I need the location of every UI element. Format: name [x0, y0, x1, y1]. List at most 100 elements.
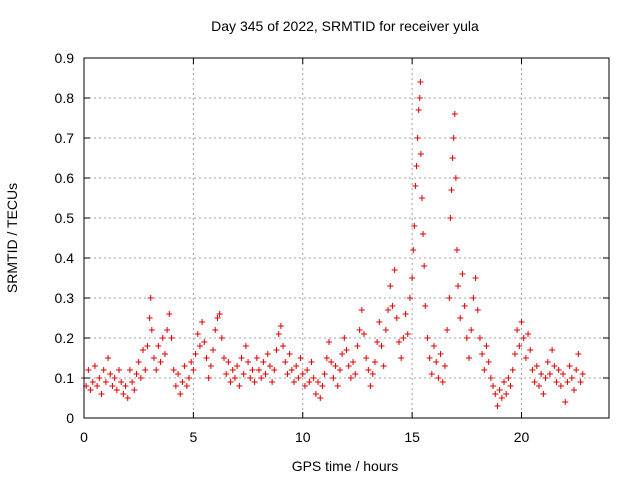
data-point	[85, 367, 92, 373]
data-point	[507, 383, 514, 389]
data-point	[451, 111, 458, 117]
data-point	[566, 363, 573, 369]
data-point	[253, 355, 260, 361]
data-point	[304, 367, 311, 373]
data-point	[516, 343, 523, 349]
data-point	[94, 383, 101, 389]
chart-title: Day 345 of 2022, SRMTID for receiver yul…	[211, 18, 479, 34]
data-point	[560, 371, 567, 377]
data-point	[367, 383, 374, 389]
data-point	[455, 283, 462, 289]
data-point	[118, 379, 125, 385]
data-point	[387, 283, 394, 289]
data-point	[564, 379, 571, 385]
data-point	[116, 367, 122, 373]
y-tick-label: 0.2	[55, 330, 75, 346]
data-point	[277, 323, 284, 329]
data-point	[476, 335, 483, 341]
data-point	[444, 327, 451, 333]
data-point	[100, 367, 107, 373]
data-point	[164, 327, 171, 333]
data-point	[234, 363, 241, 369]
data-point	[369, 371, 376, 377]
data-point	[266, 363, 273, 369]
data-point	[439, 379, 446, 385]
data-point	[221, 355, 227, 361]
data-point	[490, 383, 497, 389]
data-point	[264, 351, 271, 357]
data-point	[483, 343, 490, 349]
data-point	[557, 383, 564, 389]
data-point	[433, 359, 440, 365]
data-point	[404, 331, 411, 337]
y-tick-label: 0	[66, 410, 74, 426]
data-point	[218, 335, 225, 341]
data-point	[389, 303, 396, 309]
data-point	[140, 347, 147, 353]
data-point	[310, 375, 317, 381]
data-point	[168, 335, 175, 341]
data-point	[214, 315, 221, 321]
data-point	[437, 351, 444, 357]
data-point	[498, 395, 505, 401]
x-tick-label: 0	[80, 429, 88, 445]
data-point	[91, 363, 98, 369]
data-point	[288, 367, 295, 373]
data-point	[146, 315, 153, 321]
data-point	[151, 355, 157, 361]
x-tick-label: 15	[404, 429, 420, 445]
data-point	[450, 135, 457, 141]
data-point	[332, 363, 339, 369]
data-point	[124, 395, 131, 401]
data-point	[111, 375, 118, 381]
data-point	[210, 347, 217, 353]
data-point	[374, 339, 381, 345]
data-point	[449, 155, 456, 161]
data-point	[286, 351, 293, 357]
data-point	[393, 315, 400, 321]
data-point	[249, 367, 256, 373]
data-point	[549, 347, 556, 353]
data-point	[568, 375, 575, 381]
data-point	[492, 391, 499, 397]
data-point	[575, 351, 582, 357]
data-point	[555, 367, 562, 373]
data-point	[120, 391, 127, 397]
y-tick-label: 0.7	[55, 130, 75, 146]
data-point	[417, 79, 424, 85]
data-point	[334, 383, 341, 389]
data-point	[481, 367, 488, 373]
data-points	[81, 79, 586, 409]
data-point	[339, 351, 346, 357]
data-point	[147, 295, 154, 301]
data-point	[441, 363, 448, 369]
data-point	[312, 391, 319, 397]
data-point	[400, 335, 407, 341]
data-point	[553, 379, 560, 385]
data-point	[385, 307, 392, 313]
data-point	[89, 379, 96, 385]
data-point	[579, 371, 586, 377]
data-point	[531, 379, 538, 385]
data-point	[238, 355, 245, 361]
x-tick-label: 10	[295, 429, 311, 445]
plot-frame	[83, 57, 610, 419]
y-tick-labels: 0 0.1 0.2 0.3 0.4 0.5 0.6 0.7 0.8 0.9	[55, 50, 75, 426]
data-point	[262, 371, 269, 377]
data-point	[406, 295, 413, 301]
data-point	[98, 391, 105, 397]
data-point	[293, 363, 300, 369]
y-tick-label: 0.3	[55, 290, 75, 306]
data-point	[227, 379, 234, 385]
data-point	[562, 399, 569, 405]
data-point	[240, 371, 247, 377]
data-point	[129, 379, 136, 385]
data-point	[435, 375, 442, 381]
data-point	[326, 339, 332, 345]
data-point	[282, 359, 289, 365]
data-point	[315, 379, 322, 385]
data-point	[336, 367, 343, 373]
data-point	[453, 247, 460, 253]
